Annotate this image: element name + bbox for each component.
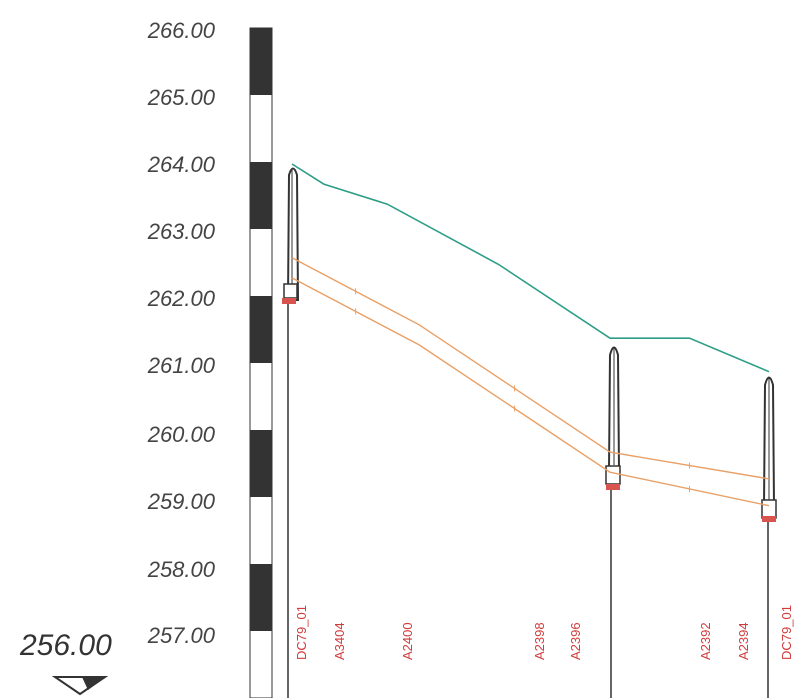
ground-level-line	[291, 163, 770, 373]
section-label: A2394	[736, 622, 751, 660]
section-label: A2400	[400, 622, 415, 660]
elevation-label: 260.00	[147, 422, 216, 447]
elevation-label: 265.00	[147, 85, 216, 110]
section-label: A2392	[698, 622, 713, 660]
datum-triangle-icon	[51, 676, 109, 696]
section-label: A3404	[332, 622, 347, 660]
pipe-top-line	[291, 257, 770, 480]
elevation-label: 262.00	[147, 286, 216, 311]
chamber-label-left: DC79_01	[294, 605, 309, 660]
chamber-middle	[605, 346, 621, 698]
chamber-label-right: DC79_01	[779, 605, 794, 660]
elevation-scale-bar	[249, 27, 273, 698]
elevation-label: 261.00	[147, 353, 216, 378]
section-label: A2398	[532, 622, 547, 660]
elevation-label: 259.00	[147, 489, 216, 514]
datum-label: 256.00	[19, 629, 112, 662]
elevation-label: 264.00	[147, 152, 216, 177]
elevation-label: 263.00	[147, 219, 216, 244]
elevation-labels: 266.00 265.00 264.00 263.00 262.00 261.0…	[147, 18, 216, 648]
profile-series	[291, 163, 770, 507]
chamber-left	[282, 167, 300, 698]
elevation-label: 258.00	[147, 557, 216, 582]
elevation-label: 257.00	[147, 623, 216, 648]
pipe-invert-line	[291, 277, 770, 507]
chamber-right	[761, 376, 777, 698]
elevation-label: 266.00	[147, 18, 216, 43]
section-labels: DC79_01 A3404 A2400 A2398 A2396 A2392 A2…	[294, 605, 794, 660]
section-label: A2396	[568, 622, 583, 660]
